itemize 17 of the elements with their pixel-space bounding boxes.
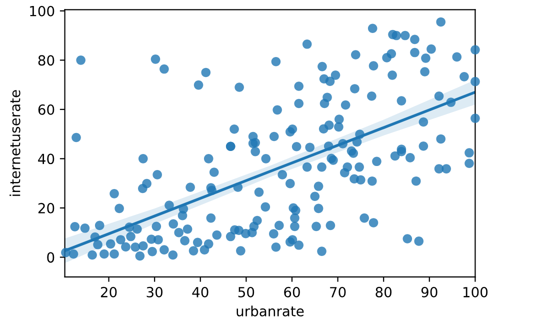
y-tick-label: 100 (30, 6, 54, 16)
x-tick-label: 100 (463, 286, 488, 298)
x-tick-label: 90 (421, 286, 438, 298)
x-tick-label: 40 (192, 286, 208, 298)
y-tick-label: 20 (38, 202, 54, 214)
x-tick-label: 50 (238, 286, 254, 298)
x-tick-label: 20 (100, 286, 117, 298)
x-tick-label: 60 (284, 286, 300, 298)
y-tick-label: 80 (38, 55, 54, 66)
y-tick-label: 60 (38, 104, 54, 115)
y-tick-label: 40 (38, 154, 54, 164)
x-axis-title: urbanrate (236, 306, 304, 316)
x-tick-label: 70 (330, 286, 346, 298)
y-axis-title: internetuserate (10, 90, 20, 196)
x-tick-label: 80 (376, 286, 392, 298)
y-tick-label: 0 (47, 252, 54, 263)
x-tick-label: 30 (146, 286, 162, 298)
